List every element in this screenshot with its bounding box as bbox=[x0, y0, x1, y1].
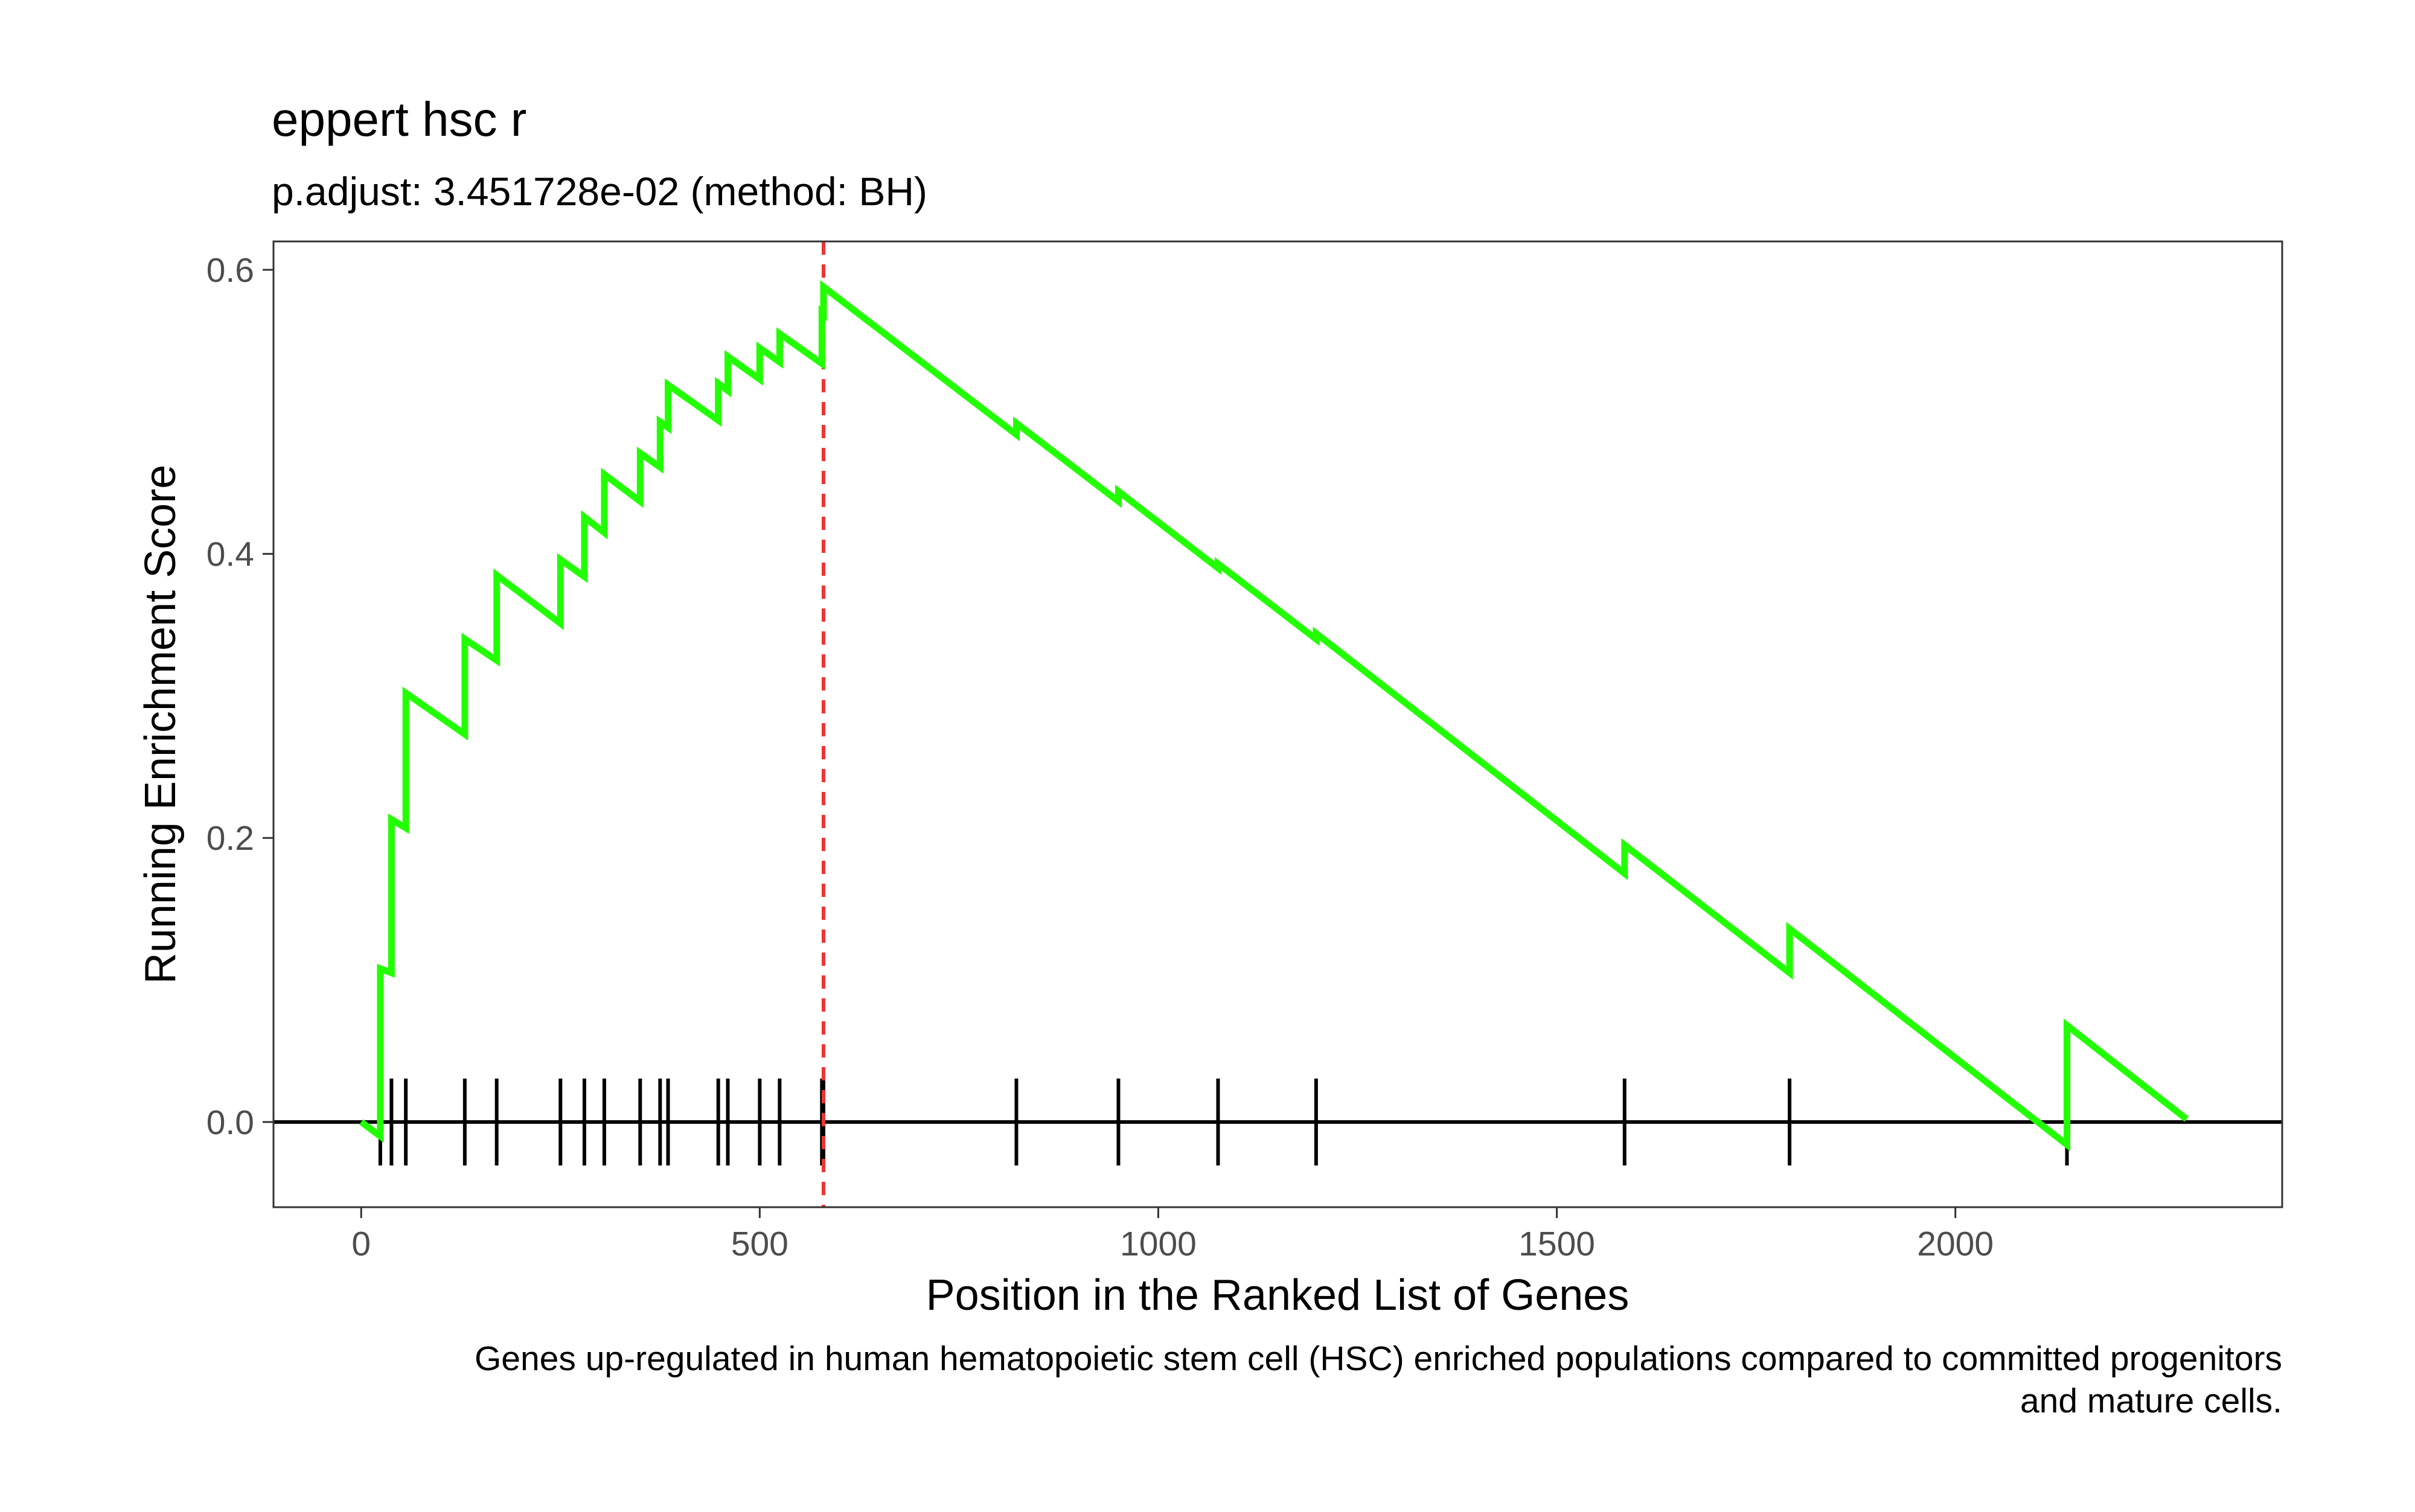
x-tick-label: 500 bbox=[731, 1225, 788, 1263]
x-tick-label: 0 bbox=[351, 1225, 371, 1263]
panel-border bbox=[272, 240, 2283, 1208]
x-tick-label: 1500 bbox=[1518, 1225, 1595, 1263]
caption-line-1: Genes up-regulated in human hematopoieti… bbox=[475, 1339, 2282, 1378]
y-tick-label: 0.6 bbox=[206, 251, 254, 290]
chart-title: eppert hsc r bbox=[272, 92, 526, 146]
y-tick-label: 0.0 bbox=[206, 1103, 254, 1142]
x-tick-label: 1000 bbox=[1120, 1225, 1197, 1263]
axes: 0 500 1000 1500 2000 0.0 0.2 0.4 0.6 bbox=[206, 251, 1994, 1263]
x-axis-label: Position in the Ranked List of Genes bbox=[926, 1271, 1630, 1319]
chart-subtitle: p.adjust: 3.451728e-02 (method: BH) bbox=[272, 169, 927, 214]
y-tick-label: 0.4 bbox=[206, 535, 254, 574]
x-tick-label: 2000 bbox=[1917, 1225, 1994, 1263]
y-tick-label: 0.2 bbox=[206, 819, 254, 858]
caption-line-2: and mature cells. bbox=[2020, 1382, 2282, 1420]
enrichment-score-line bbox=[359, 280, 2189, 1152]
y-axis-label: Running Enrichment Score bbox=[136, 465, 185, 984]
plot-area bbox=[273, 241, 2282, 1207]
